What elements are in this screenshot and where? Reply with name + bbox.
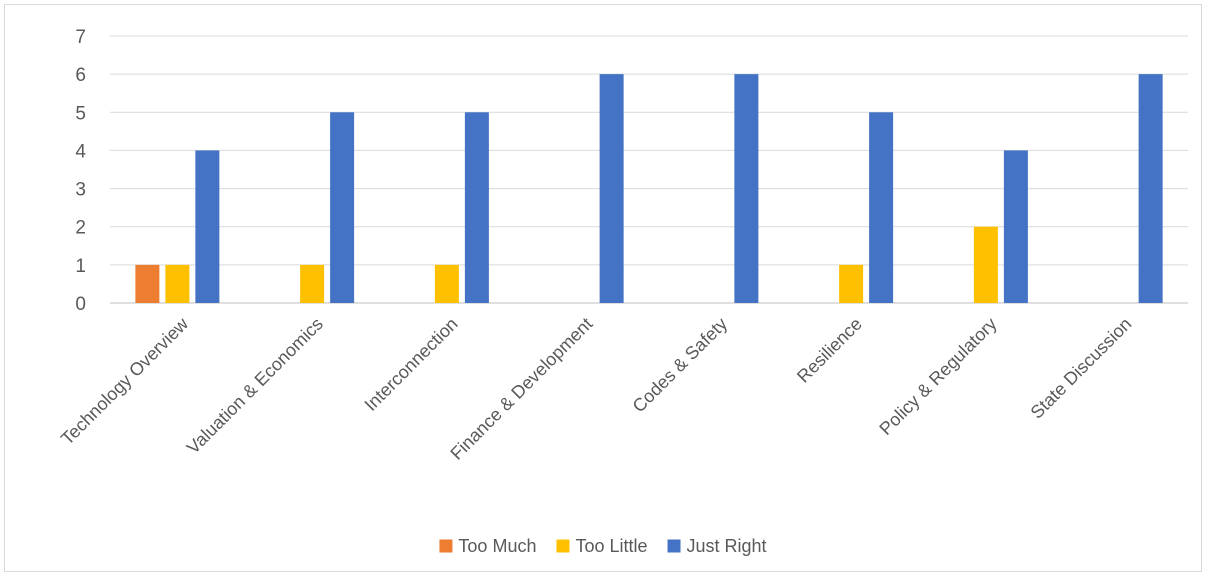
- y-tick-label: 1: [75, 256, 86, 277]
- y-tick-label: 2: [75, 218, 86, 239]
- x-tick-label: Valuation & Economics: [183, 314, 327, 458]
- x-tick-label: Codes & Safety: [629, 314, 732, 417]
- x-tick-label: Finance & Development: [446, 314, 596, 464]
- bar-just-right: [1003, 150, 1028, 303]
- y-tick-label: 7: [75, 27, 86, 48]
- bar-too-little: [839, 264, 864, 303]
- x-tick-label: Policy & Regulatory: [875, 314, 1000, 439]
- bar-too-little: [165, 264, 190, 303]
- legend-swatch: [556, 539, 570, 553]
- bar-too-little: [973, 226, 998, 303]
- y-axis-ticks: 0 1 2 3 4 5 6 7: [75, 27, 86, 315]
- x-tick-label: Interconnection: [361, 314, 462, 415]
- y-tick-label: 4: [75, 141, 86, 162]
- x-tick-label: Resilience: [793, 314, 866, 387]
- legend-swatch: [667, 539, 681, 553]
- legend-label: Just Right: [687, 536, 767, 556]
- bar-just-right: [1138, 74, 1163, 304]
- y-tick-label: 3: [75, 180, 86, 201]
- bar-too-little: [434, 264, 459, 303]
- bar-just-right: [599, 74, 624, 304]
- bar-just-right: [734, 74, 759, 304]
- bar-too-little: [300, 264, 325, 303]
- legend-label: Too Little: [575, 536, 647, 556]
- x-tick-label: State Discussion: [1027, 314, 1136, 423]
- y-tick-label: 6: [75, 65, 86, 86]
- legend: Too Much Too Little Just Right: [439, 536, 767, 556]
- legend-swatch: [439, 539, 453, 553]
- y-tick-label: 5: [75, 103, 86, 124]
- bar-too-much: [135, 264, 160, 303]
- bar-just-right: [869, 112, 894, 304]
- bar-just-right: [195, 150, 220, 303]
- bar-just-right: [330, 112, 355, 304]
- bar-just-right: [464, 112, 489, 304]
- y-tick-label: 0: [75, 294, 86, 315]
- legend-label: Too Much: [458, 536, 536, 556]
- bars: [135, 74, 1163, 304]
- x-tick-label: Technology Overview: [57, 313, 193, 449]
